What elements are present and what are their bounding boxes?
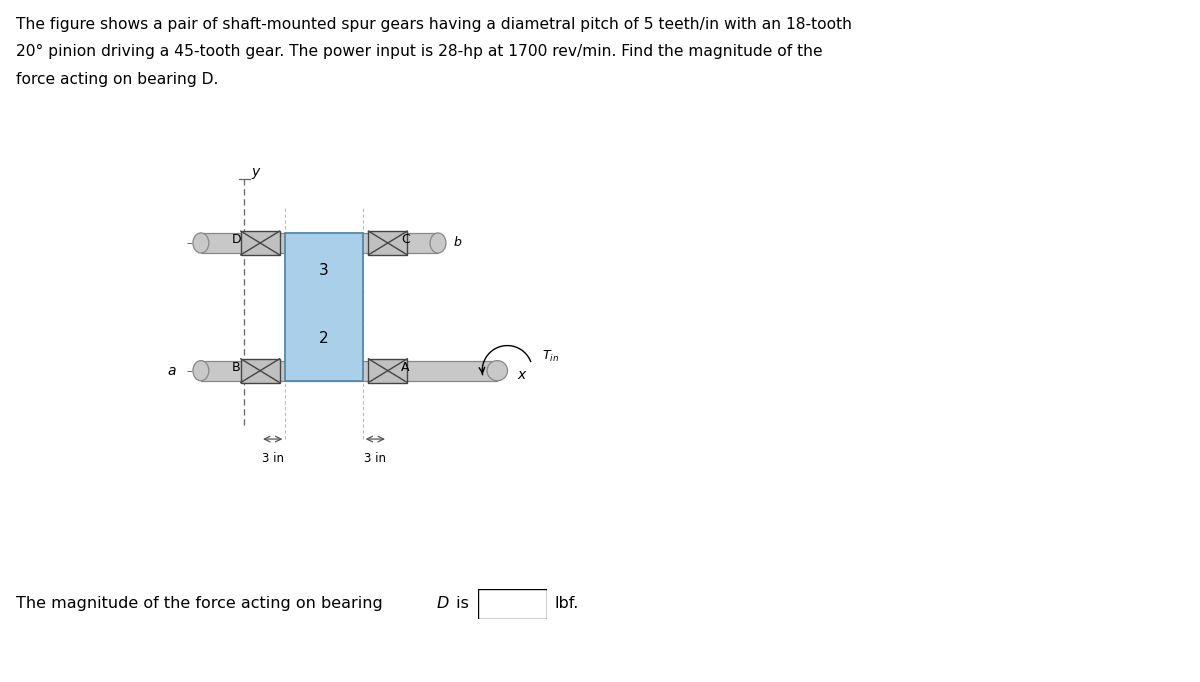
Text: 3 in: 3 in — [262, 452, 283, 465]
Text: 20° pinion driving a 45-tooth gear. The power input is 28-hp at 1700 rev/min. Fi: 20° pinion driving a 45-tooth gear. The … — [16, 44, 822, 59]
Bar — [200, 233, 438, 253]
Text: 3: 3 — [319, 263, 329, 278]
Text: D: D — [232, 233, 241, 246]
Bar — [368, 231, 407, 255]
Text: B: B — [232, 361, 241, 374]
Text: 3 in: 3 in — [365, 452, 386, 465]
Text: b: b — [454, 237, 462, 250]
Text: a: a — [167, 364, 176, 378]
Text: lbf.: lbf. — [554, 596, 578, 611]
Text: The magnitude of the force acting on bearing: The magnitude of the force acting on bea… — [16, 596, 388, 611]
Bar — [368, 359, 407, 383]
Ellipse shape — [487, 361, 508, 381]
Ellipse shape — [430, 233, 446, 253]
Text: D: D — [437, 596, 449, 611]
Text: y: y — [251, 165, 259, 179]
Ellipse shape — [193, 233, 209, 253]
Bar — [200, 361, 497, 381]
Bar — [241, 359, 280, 383]
Text: A: A — [401, 361, 409, 374]
Bar — [241, 231, 280, 255]
Text: x: x — [518, 368, 526, 382]
Ellipse shape — [193, 361, 209, 381]
Text: C: C — [401, 233, 409, 246]
Text: The figure shows a pair of shaft-mounted spur gears having a diametral pitch of : The figure shows a pair of shaft-mounted… — [16, 17, 852, 32]
Text: 2: 2 — [319, 331, 329, 346]
Text: is: is — [451, 596, 469, 611]
Text: force acting on bearing D.: force acting on bearing D. — [16, 72, 218, 87]
Text: $T_{in}$: $T_{in}$ — [541, 349, 558, 364]
Bar — [286, 233, 362, 381]
